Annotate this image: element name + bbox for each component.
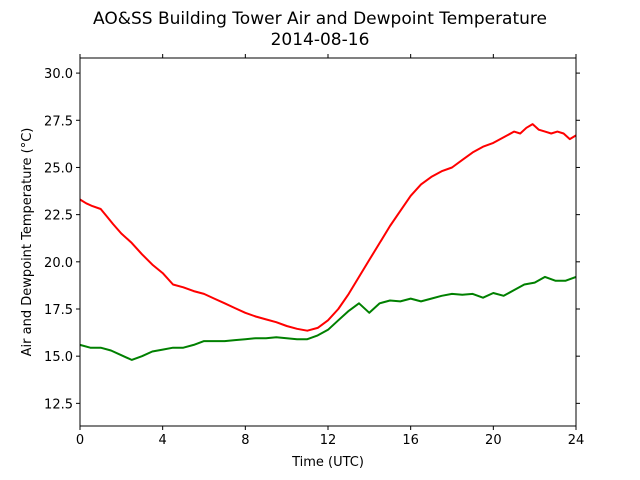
- y-tick-label: 20.0: [44, 256, 73, 271]
- x-tick-label: 12: [320, 433, 337, 448]
- y-tick-label: 27.5: [44, 114, 73, 129]
- axis-ticks: 0 4 8 12 16 20 24 12.5 15.0 17.5 20.0 22.5 25.0 27.5 3…: [44, 54, 584, 448]
- series-line-1: [79, 275, 577, 361]
- y-axis-label: Air and Dewpoint Temperature (°C): [20, 128, 35, 357]
- x-tick-label: 4: [159, 433, 167, 448]
- y-tick-label: 25.0: [44, 161, 73, 176]
- y-tick-label: 30.0: [44, 67, 73, 82]
- y-tick-label: 12.5: [44, 397, 73, 412]
- chart-title: AO&SS Building Tower Air and Dewpoint Te…: [93, 9, 547, 29]
- y-tick-label: 22.5: [44, 209, 73, 224]
- y-tick-label: 17.5: [44, 303, 73, 318]
- x-tick-label: 20: [485, 433, 502, 448]
- plot-area: 0 4 8 12 16 20 24 12.5 15.0 17.5 20.0 22.5 25.0 27.5 3…: [44, 54, 584, 448]
- series-lines: [79, 123, 577, 361]
- x-tick-label: 0: [76, 433, 84, 448]
- x-tick-label: 8: [241, 433, 249, 448]
- x-tick-label: 24: [568, 433, 585, 448]
- chart-subtitle: 2014-08-16: [271, 30, 370, 50]
- x-tick-label: 16: [402, 433, 419, 448]
- series-line-0: [79, 123, 577, 332]
- y-tick-label: 15.0: [44, 350, 73, 365]
- x-axis-label: Time (UTC): [291, 455, 364, 470]
